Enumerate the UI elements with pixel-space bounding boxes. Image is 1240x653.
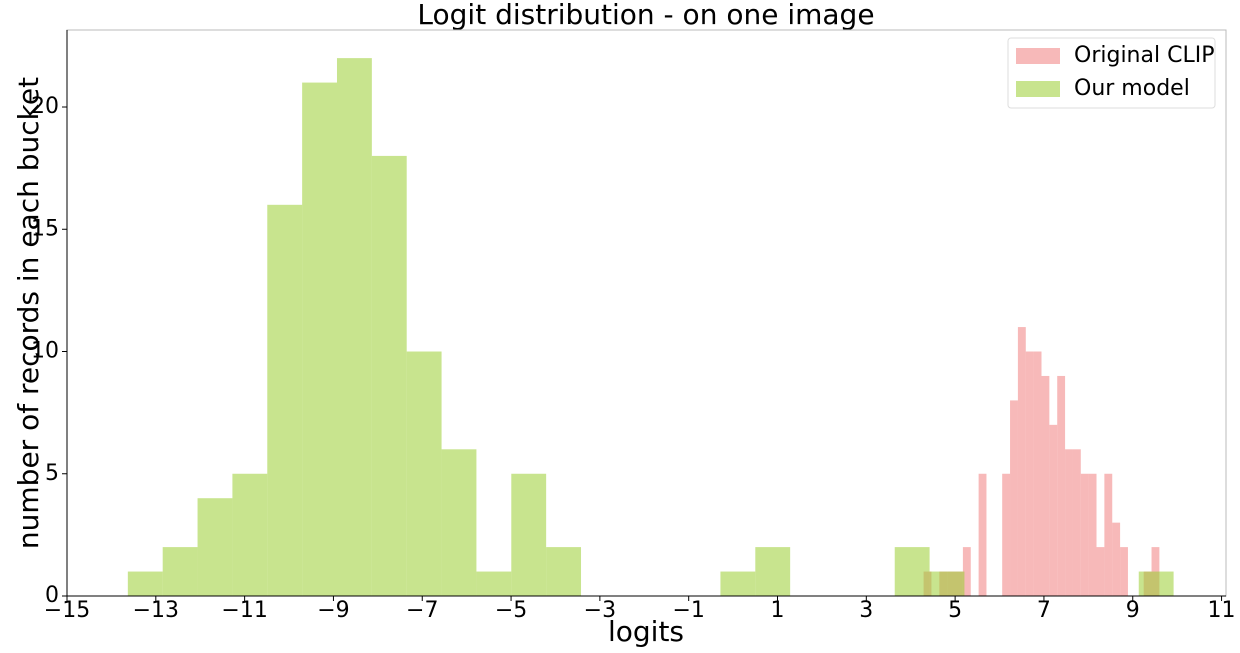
- bar: [1080, 473, 1089, 596]
- bar: [232, 473, 268, 596]
- bar: [267, 204, 303, 597]
- bar: [127, 571, 163, 596]
- bar: [511, 473, 547, 596]
- legend-swatch: [1016, 81, 1060, 97]
- bar: [1072, 449, 1081, 596]
- bar: [1049, 424, 1058, 596]
- bar: [1057, 375, 1066, 596]
- bar: [1041, 375, 1050, 596]
- bar: [476, 571, 512, 596]
- bar: [1088, 473, 1097, 596]
- bar: [1112, 522, 1121, 596]
- bar: [1002, 473, 1011, 596]
- bar: [755, 547, 791, 596]
- legend-swatch: [1016, 48, 1060, 64]
- bar: [371, 155, 407, 596]
- bar: [1096, 547, 1105, 596]
- chart-title: Logit distribution - on one image: [417, 0, 874, 31]
- x-tick-label: −3: [584, 598, 616, 623]
- bar: [162, 547, 198, 596]
- x-tick-label: −7: [406, 598, 438, 623]
- bar: [197, 498, 233, 596]
- bar: [978, 473, 987, 596]
- legend-label: Original CLIP: [1074, 43, 1214, 68]
- x-tick-label: −13: [133, 598, 179, 623]
- x-tick-label: −9: [317, 598, 349, 623]
- bar: [894, 547, 930, 596]
- bar: [1065, 449, 1073, 596]
- bar: [1138, 571, 1174, 596]
- x-tick-label: 5: [948, 598, 962, 623]
- x-tick-label: 11: [1208, 598, 1236, 623]
- x-tick-label: −5: [495, 598, 527, 623]
- y-tick-label: 0: [45, 583, 59, 608]
- bar: [546, 547, 582, 596]
- bar: [336, 58, 372, 596]
- y-tick-label: 10: [31, 339, 59, 364]
- x-tick-label: −15: [44, 598, 90, 623]
- bar: [406, 351, 442, 596]
- x-tick-label: 9: [1126, 598, 1140, 623]
- x-tick-label: −1: [672, 598, 704, 623]
- bar: [441, 449, 477, 596]
- y-tick-label: 5: [45, 461, 59, 486]
- bar: [1017, 327, 1026, 596]
- x-axis-label: logits: [608, 615, 684, 648]
- x-tick-label: −11: [221, 598, 267, 623]
- x-tick-label: 1: [770, 598, 784, 623]
- x-tick-label: 7: [1037, 598, 1051, 623]
- y-tick-label: 20: [31, 94, 59, 119]
- bar: [1025, 351, 1034, 596]
- y-tick-label: 15: [31, 216, 59, 241]
- bar: [302, 82, 337, 597]
- bar: [1010, 400, 1018, 596]
- y-axis-label: number of records in each bucket: [12, 77, 45, 549]
- bar: [962, 547, 971, 596]
- x-tick-label: 3: [859, 598, 873, 623]
- bar: [720, 571, 756, 596]
- bar: [1033, 351, 1042, 596]
- bar: [1104, 473, 1113, 596]
- bar: [1120, 547, 1128, 596]
- legend-label: Our model: [1074, 76, 1190, 101]
- bar: [929, 571, 965, 596]
